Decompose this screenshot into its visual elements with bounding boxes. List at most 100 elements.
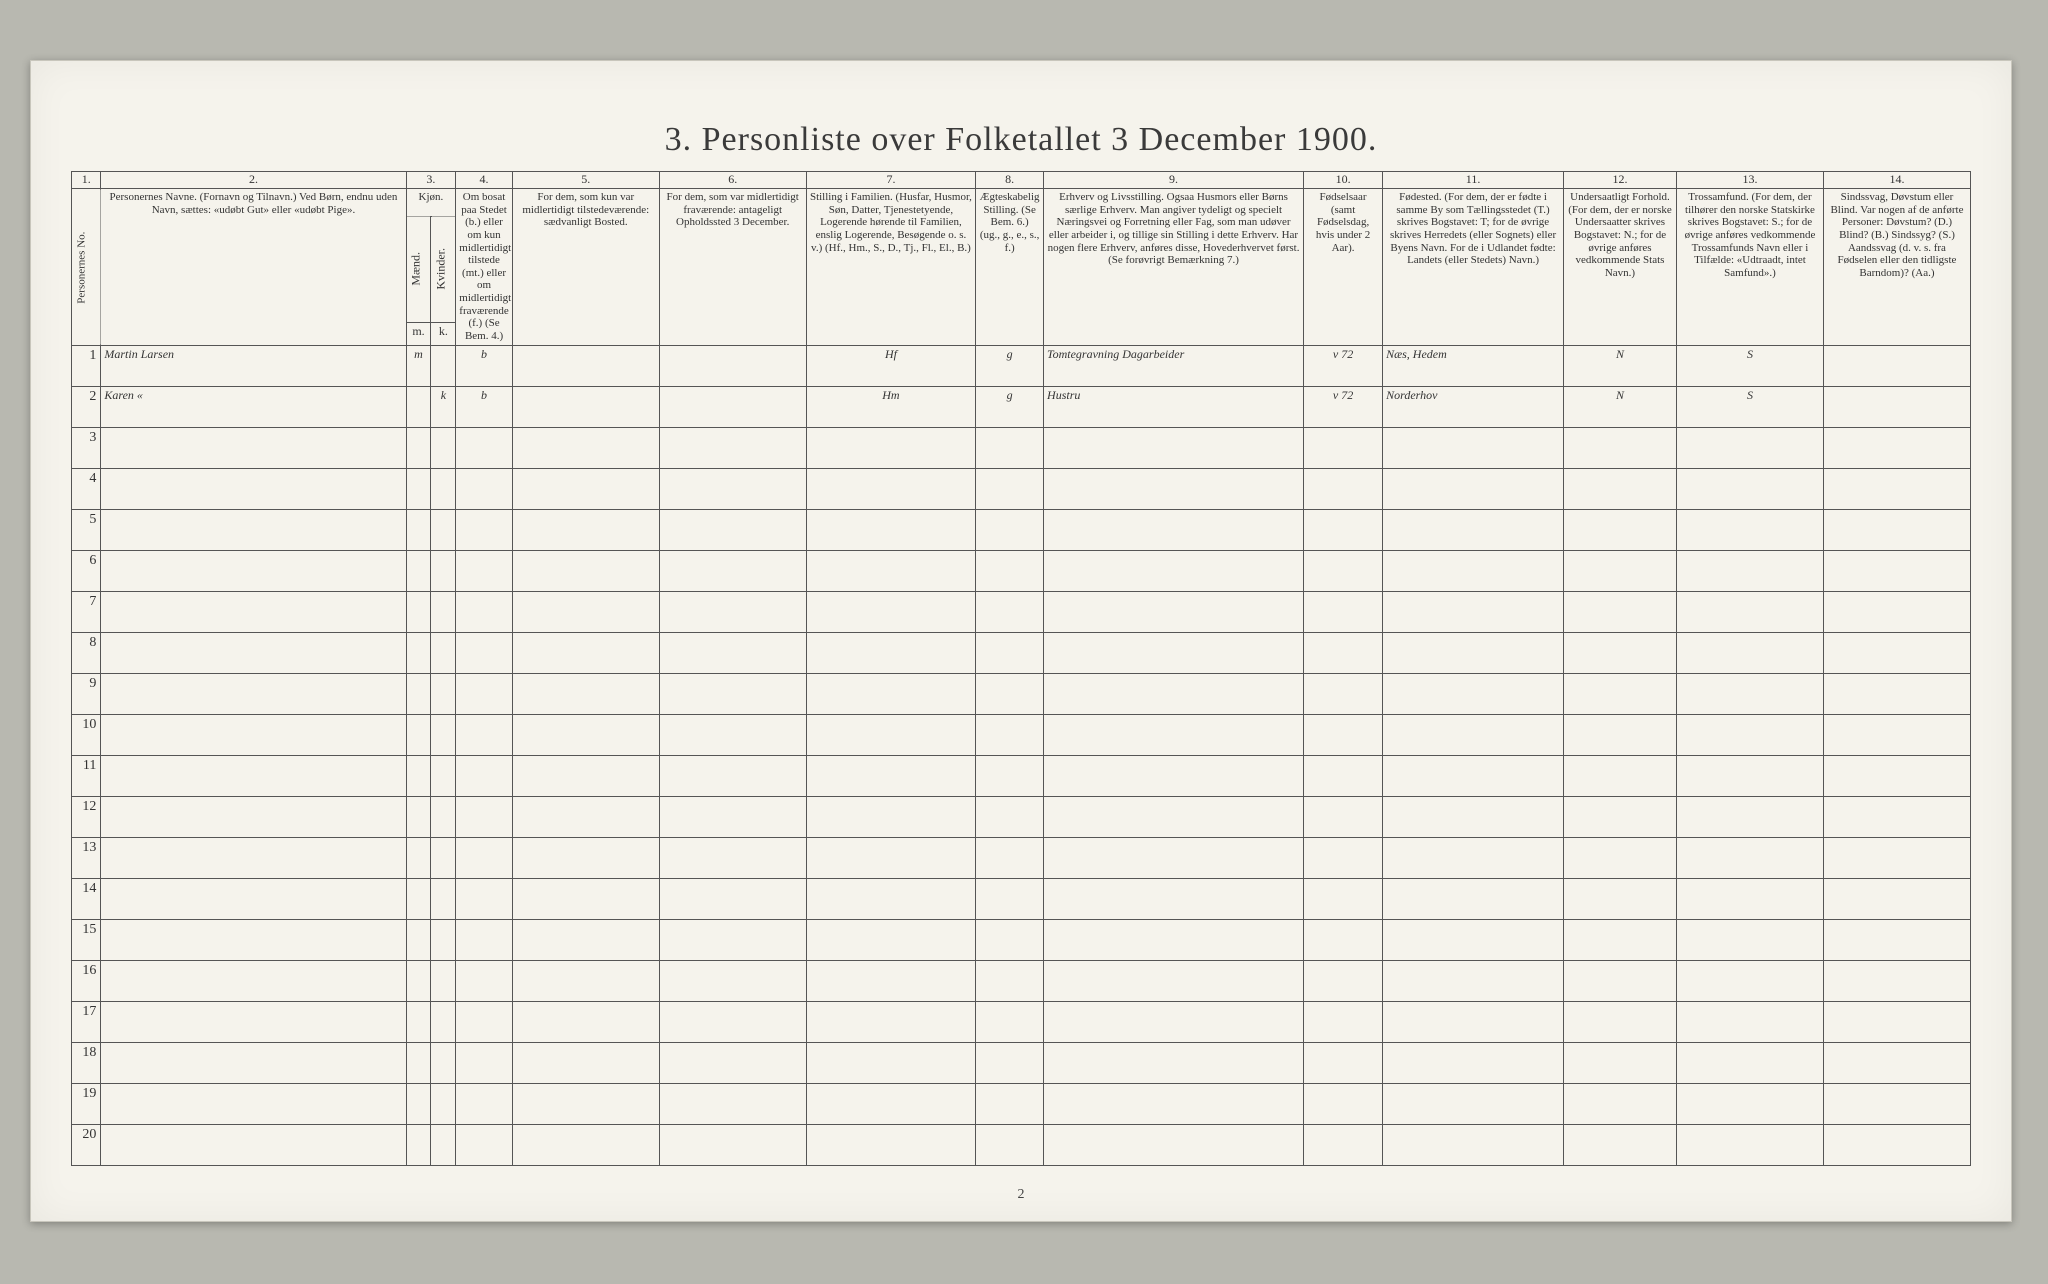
cell-family-pos — [806, 427, 976, 468]
cell-birthyear — [1304, 796, 1383, 837]
cell-disability — [1823, 591, 1970, 632]
page-footer-number: 2 — [31, 1187, 2011, 1203]
cell-religion — [1677, 550, 1824, 591]
cell-male — [406, 1083, 431, 1124]
cell-temp-present — [512, 673, 659, 714]
cell-occupation — [1044, 591, 1304, 632]
cell-residence — [456, 796, 513, 837]
cell-female — [431, 550, 456, 591]
table-row: 11 — [72, 755, 1971, 796]
cell-male — [406, 960, 431, 1001]
hdr-occupation: Erhverv og Livsstilling. Ogsaa Husmors e… — [1044, 189, 1304, 346]
cell-family-pos — [806, 632, 976, 673]
cell-occupation — [1044, 878, 1304, 919]
hdr-name: Personernes Navne. (Fornavn og Tilnavn.)… — [101, 189, 406, 346]
cell-religion — [1677, 427, 1824, 468]
colnum-12: 12. — [1563, 172, 1676, 189]
cell-birthyear: v 72 — [1304, 345, 1383, 386]
cell-residence — [456, 919, 513, 960]
cell-birthplace: Norderhov — [1383, 386, 1564, 427]
hdr-male: Mænd. — [406, 216, 431, 322]
cell-nationality — [1563, 591, 1676, 632]
cell-disability — [1823, 919, 1970, 960]
cell-female: k — [431, 386, 456, 427]
cell-female — [431, 468, 456, 509]
cell-temp-present — [512, 509, 659, 550]
cell-name — [101, 509, 406, 550]
cell-male — [406, 386, 431, 427]
cell-no: 13 — [72, 837, 101, 878]
cell-marital: g — [976, 386, 1044, 427]
cell-temp-absent — [659, 796, 806, 837]
cell-religion — [1677, 1083, 1824, 1124]
cell-male — [406, 673, 431, 714]
cell-female — [431, 755, 456, 796]
table-row: 6 — [72, 550, 1971, 591]
cell-female — [431, 1083, 456, 1124]
cell-birthyear — [1304, 919, 1383, 960]
cell-male — [406, 468, 431, 509]
cell-marital — [976, 673, 1044, 714]
cell-marital — [976, 509, 1044, 550]
cell-religion — [1677, 509, 1824, 550]
cell-family-pos — [806, 878, 976, 919]
cell-temp-absent — [659, 919, 806, 960]
cell-religion — [1677, 919, 1824, 960]
cell-family-pos — [806, 591, 976, 632]
hdr-temp-absent: For dem, som var midlertidigt fraværende… — [659, 189, 806, 346]
cell-disability — [1823, 1042, 1970, 1083]
cell-birthplace — [1383, 837, 1564, 878]
cell-disability — [1823, 960, 1970, 1001]
cell-disability — [1823, 427, 1970, 468]
cell-nationality — [1563, 960, 1676, 1001]
colnum-9: 9. — [1044, 172, 1304, 189]
cell-no: 8 — [72, 632, 101, 673]
cell-male: m — [406, 345, 431, 386]
colnum-7: 7. — [806, 172, 976, 189]
cell-no: 1 — [72, 345, 101, 386]
cell-temp-present — [512, 632, 659, 673]
cell-occupation — [1044, 1042, 1304, 1083]
cell-family-pos — [806, 714, 976, 755]
cell-male — [406, 591, 431, 632]
cell-temp-absent — [659, 755, 806, 796]
table-row: 1Martin LarsenmbHfgTomtegravning Dagarbe… — [72, 345, 1971, 386]
table-row: 13 — [72, 837, 1971, 878]
cell-no: 5 — [72, 509, 101, 550]
hdr-marital: Ægteskabelig Stilling. (Se Bem. 6.) (ug.… — [976, 189, 1044, 346]
column-header-row: Personernes No. Personernes Navne. (Forn… — [72, 189, 1971, 217]
cell-birthplace — [1383, 960, 1564, 1001]
cell-temp-absent — [659, 632, 806, 673]
cell-temp-absent — [659, 878, 806, 919]
cell-birthplace — [1383, 1124, 1564, 1165]
cell-marital: g — [976, 345, 1044, 386]
cell-birthyear — [1304, 837, 1383, 878]
cell-occupation — [1044, 960, 1304, 1001]
cell-no: 12 — [72, 796, 101, 837]
cell-disability — [1823, 837, 1970, 878]
hdr-family-pos: Stilling i Familien. (Husfar, Husmor, Sø… — [806, 189, 976, 346]
cell-temp-present — [512, 386, 659, 427]
cell-religion — [1677, 755, 1824, 796]
cell-name — [101, 714, 406, 755]
cell-birthyear — [1304, 1042, 1383, 1083]
cell-occupation — [1044, 796, 1304, 837]
table-row: 14 — [72, 878, 1971, 919]
table-row: 12 — [72, 796, 1971, 837]
cell-occupation: Tomtegravning Dagarbeider — [1044, 345, 1304, 386]
cell-birthyear — [1304, 1124, 1383, 1165]
table-row: 7 — [72, 591, 1971, 632]
cell-male — [406, 427, 431, 468]
cell-family-pos — [806, 960, 976, 1001]
cell-female — [431, 837, 456, 878]
cell-name — [101, 755, 406, 796]
table-row: 10 — [72, 714, 1971, 755]
cell-no: 4 — [72, 468, 101, 509]
cell-name — [101, 878, 406, 919]
cell-male — [406, 1042, 431, 1083]
hdr-female: Kvinder. — [431, 216, 456, 322]
cell-male — [406, 1124, 431, 1165]
cell-residence — [456, 468, 513, 509]
cell-residence — [456, 1001, 513, 1042]
cell-birthyear — [1304, 632, 1383, 673]
